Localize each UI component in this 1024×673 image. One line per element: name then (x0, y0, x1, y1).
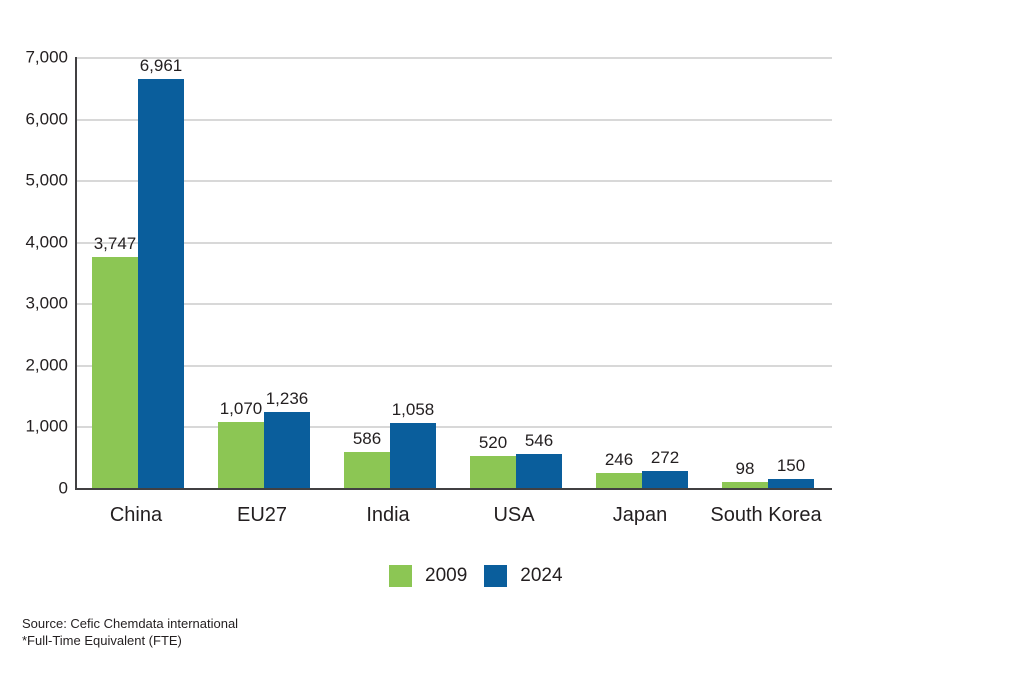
legend-label-2024: 2024 (520, 565, 563, 586)
bar-2009-india (344, 451, 390, 488)
bar-value-label-2024-eu27: 1,236 (265, 388, 309, 408)
x-tick-label-india: India (366, 504, 410, 526)
bar-column-2009-china: 3,747 (92, 57, 138, 488)
bar-value-label-2009-eu27: 1,070 (219, 399, 263, 419)
bar-column-2024-china: 6,961 (138, 57, 184, 488)
bar-column-2024-usa: 546 (516, 57, 562, 488)
bar-value-label-2024-usa: 546 (524, 431, 554, 451)
bar-column-2009-japan: 246 (596, 57, 642, 488)
y-tick-label-6000: 6,000 (25, 109, 68, 129)
bar-value-label-2009-usa: 520 (478, 432, 508, 452)
bar-column-2009-india: 586 (344, 57, 390, 488)
gridline-1000 (77, 426, 832, 429)
bar-value-label-2009-india: 586 (352, 428, 382, 448)
bar-2009-south-korea (722, 481, 768, 488)
x-tick-label-china: China (109, 504, 163, 526)
chart-footer: Source: Cefic Chemdata international *Fu… (22, 615, 238, 649)
y-tick-label-3000: 3,000 (25, 293, 68, 313)
bar-group-usa: 520 546 (470, 57, 562, 488)
bar-group-south-korea: 98 150 (722, 57, 814, 488)
gridline-3000 (77, 303, 832, 306)
bar-column-2009-south-korea: 98 (722, 57, 768, 488)
bar-column-2024-south-korea: 150 (768, 57, 814, 488)
bar-group-eu27: 1,070 1,236 (218, 57, 310, 488)
bar-group-japan: 246 272 (596, 57, 688, 488)
bar-value-label-2024-south-korea: 150 (776, 455, 806, 475)
plot-area: 3,747 6,961 1,070 1,236 586 1,058 520 546 246 272… (75, 57, 832, 490)
bar-2024-india (390, 422, 436, 488)
bar-2024-usa (516, 454, 562, 488)
x-tick-label-japan: Japan (612, 504, 668, 526)
bar-value-label-2024-japan: 272 (650, 448, 680, 468)
bar-value-label-2024-india: 1,058 (391, 399, 435, 419)
bar-2024-eu27 (264, 411, 310, 488)
gridline-6000 (77, 118, 832, 121)
gridline-5000 (77, 180, 832, 183)
legend-label-2009: 2009 (425, 565, 468, 586)
bar-value-label-2024-china: 6,961 (139, 56, 183, 75)
legend: 2009 2024 (389, 565, 563, 587)
legend-item-2009: 2009 (389, 565, 467, 587)
legend-swatch-2009-icon (389, 565, 412, 587)
bar-value-label-2009-japan: 246 (604, 449, 634, 469)
y-tick-label-2000: 2,000 (25, 355, 68, 375)
y-tick-label-5000: 5,000 (25, 170, 68, 190)
bar-group-india: 586 1,058 (344, 57, 436, 488)
y-tick-label-4000: 4,000 (25, 232, 68, 252)
bar-2009-china (92, 257, 138, 488)
x-tick-label-south-korea: South Korea (710, 504, 822, 526)
gridline-4000 (77, 241, 832, 244)
bar-column-2009-eu27: 1,070 (218, 57, 264, 488)
bar-value-label-2009-china: 3,747 (93, 234, 137, 254)
legend-item-2024: 2024 (484, 565, 563, 587)
bar-2009-eu27 (218, 422, 264, 488)
x-tick-label-usa: USA (493, 504, 535, 526)
legend-swatch-2024-icon (484, 565, 508, 587)
x-tick-label-eu27: EU27 (236, 504, 288, 526)
footnote-text: *Full-Time Equivalent (FTE) (22, 633, 182, 648)
bar-2024-china (138, 79, 184, 488)
bar-2024-japan (642, 471, 688, 488)
gridline-7000 (77, 57, 832, 59)
bar-2009-usa (470, 455, 516, 488)
y-tick-label-0: 0 (58, 478, 68, 498)
bar-2009-japan (596, 472, 642, 488)
source-text: Source: Cefic Chemdata international (22, 616, 239, 631)
bar-column-2009-usa: 520 (470, 57, 516, 488)
gridline-2000 (77, 364, 832, 367)
bar-group-china: 3,747 6,961 (92, 57, 184, 488)
y-tick-label-7000: 7,000 (25, 47, 68, 67)
bar-value-label-2009-south-korea: 98 (735, 458, 755, 478)
bar-2024-south-korea (768, 478, 814, 488)
bar-column-2024-japan: 272 (642, 57, 688, 488)
y-tick-label-1000: 1,000 (25, 416, 68, 436)
bar-column-2024-eu27: 1,236 (264, 57, 310, 488)
bar-column-2024-india: 1,058 (390, 57, 436, 488)
y-axis: 0 1,000 2,000 3,000 4,000 5,000 6,000 7,000 (0, 49, 68, 497)
